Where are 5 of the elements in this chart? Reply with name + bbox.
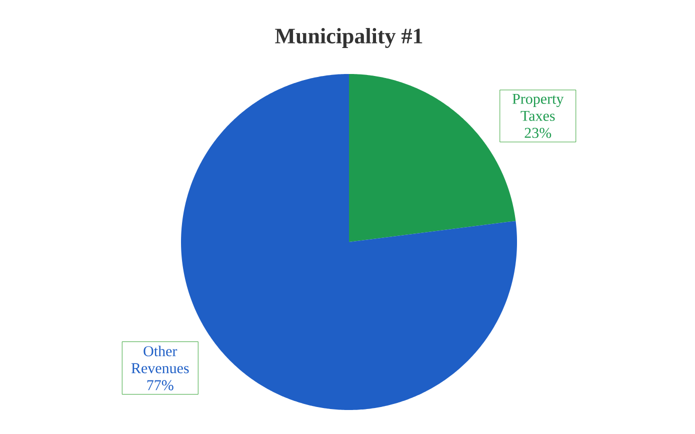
data-label: 23% (524, 128, 552, 138)
slice-label: Property Taxes (512, 94, 564, 121)
slice-label: Other Revenues (131, 346, 189, 374)
chart-title: Municipality #1 (275, 28, 422, 48)
data-label: 77% (147, 380, 174, 390)
